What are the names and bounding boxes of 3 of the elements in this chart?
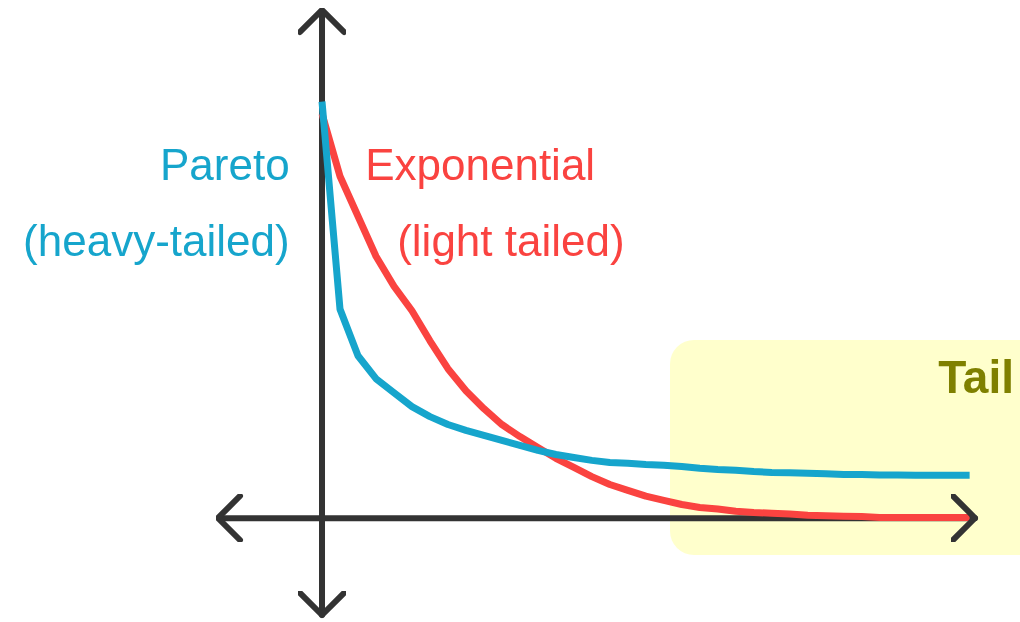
series-label: Exponential (light tailed)	[365, 140, 625, 266]
series-label: Pareto (heavy-tailed)	[23, 140, 290, 266]
annotation: Tail	[938, 350, 1014, 404]
